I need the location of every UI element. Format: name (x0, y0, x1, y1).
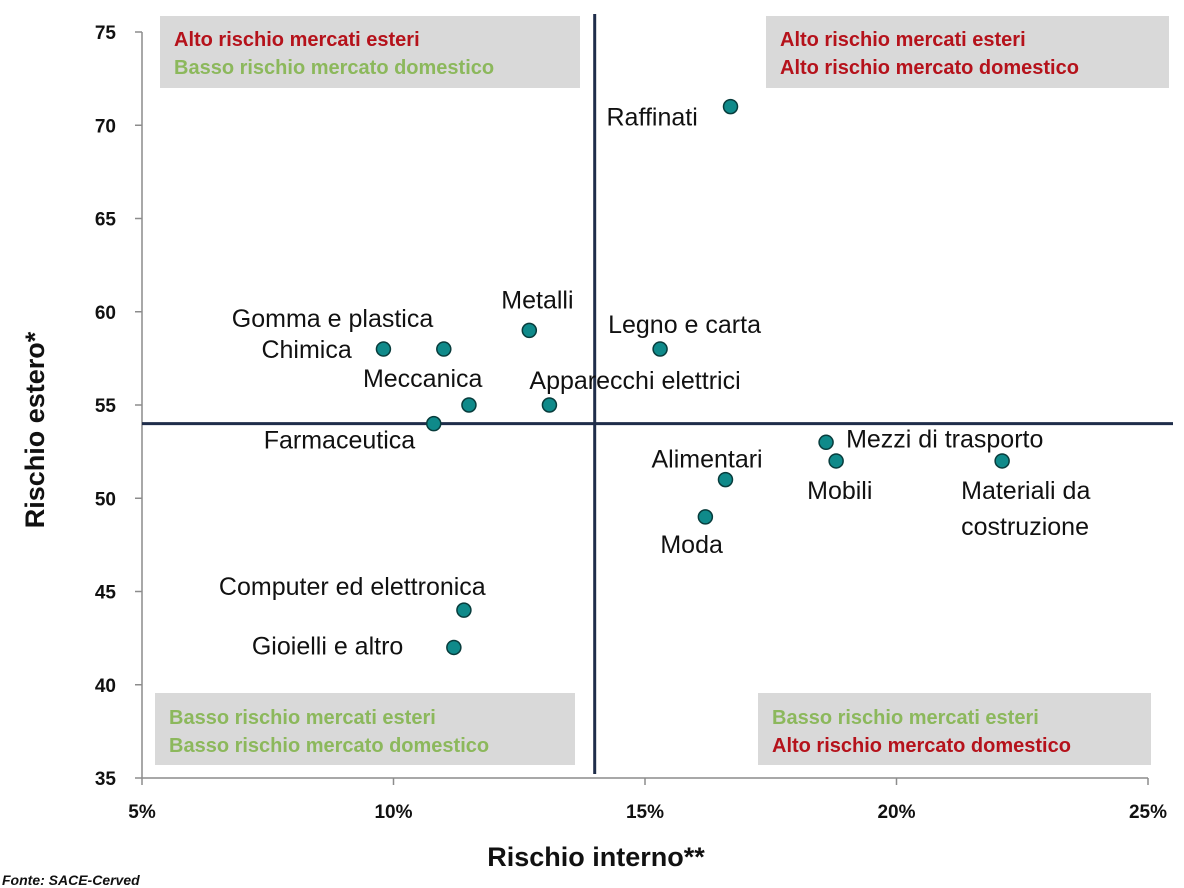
y-tick-label: 40 (95, 676, 116, 697)
point-label: Alimentari (651, 446, 762, 474)
data-point (456, 602, 472, 618)
data-point (652, 341, 668, 357)
point-label: Meccanica (363, 365, 483, 393)
point-label: Mezzi di trasporto (846, 425, 1043, 453)
y-tick-label: 65 (95, 210, 117, 231)
quadrant-top-left-line-2: Basso rischio mercato domestico (174, 57, 494, 79)
x-tick-label: 5% (128, 802, 156, 823)
point-label: Metalli (501, 286, 573, 314)
y-tick-label: 55 (95, 396, 117, 417)
quadrant-top-right-line-1: Alto rischio mercati esteri (780, 29, 1026, 51)
y-tick-label: 70 (95, 116, 116, 137)
x-tick-label: 25% (1129, 802, 1167, 823)
data-point (446, 639, 462, 656)
data-point (717, 471, 734, 488)
y-tick-label: 75 (95, 23, 117, 44)
point-label: Computer ed elettronica (219, 573, 486, 601)
data-point (436, 341, 452, 357)
x-axis-title: Rischio interno** (487, 842, 705, 872)
point-label: Raffinati (607, 104, 698, 132)
quadrant-top-right-line-2: Alto rischio mercato domestico (780, 57, 1079, 79)
source-note: Fonte: SACE-Cerved (2, 872, 140, 888)
y-axis-title: Rischio estero* (20, 331, 50, 528)
y-tick-label: 35 (95, 769, 117, 790)
point-label: Legno e carta (608, 311, 761, 339)
data-point (697, 509, 714, 525)
data-point (994, 453, 1010, 469)
quadrant-box-top-right (766, 16, 1169, 88)
data-point (425, 415, 442, 432)
quadrant-bottom-right-line-1: Basso rischio mercati esteri (772, 707, 1039, 729)
quadrant-box-top-left (160, 16, 580, 88)
x-tick-label: 15% (626, 802, 664, 823)
data-point (828, 453, 844, 469)
data-point (722, 98, 739, 115)
x-tick-label: 10% (374, 802, 412, 823)
x-tick-label: 20% (877, 802, 915, 823)
quadrant-box-bottom-right (758, 693, 1151, 765)
point-label: Materiali da costruzione (961, 477, 1090, 541)
quadrant-bottom-left-line-1: Basso rischio mercati esteri (169, 707, 436, 729)
point-label: Mobili (807, 477, 872, 505)
quadrant-bottom-right-line-2: Alto rischio mercato domestico (772, 735, 1071, 757)
data-point (461, 397, 477, 413)
y-tick-label: 50 (95, 489, 116, 510)
data-point (541, 397, 558, 413)
point-label: Gomma e plastica (232, 305, 434, 333)
quadrant-bottom-left-line-2: Basso rischio mercato domestico (169, 735, 489, 757)
quadrant-top-left-line-1: Alto rischio mercati esteri (174, 29, 420, 51)
point-label: Chimica (261, 336, 351, 364)
point-label: Gioielli e altro (252, 632, 403, 660)
data-point (521, 322, 538, 339)
point-label: Moda (660, 531, 723, 559)
y-tick-label: 60 (95, 303, 116, 324)
point-label: Apparecchi elettrici (529, 367, 740, 395)
data-point (375, 341, 392, 357)
data-point (818, 434, 834, 451)
point-label: Farmaceutica (264, 427, 416, 455)
y-tick-label: 45 (95, 583, 117, 604)
quadrant-box-bottom-left (155, 693, 575, 765)
